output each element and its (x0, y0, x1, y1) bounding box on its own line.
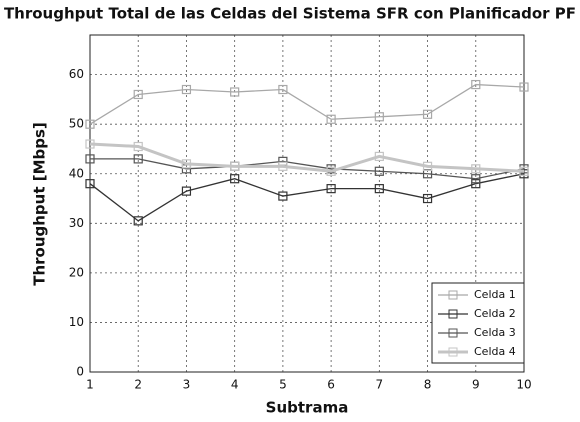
marker (278, 191, 288, 201)
x-tick-label: 3 (183, 378, 191, 392)
marker (519, 82, 529, 92)
legend-label: Celda 1 (474, 288, 516, 301)
x-tick-label: 6 (327, 378, 335, 392)
y-tick-label: 40 (69, 166, 84, 180)
y-axis-label: Throughput [Mbps] (31, 122, 49, 286)
marker (85, 119, 95, 129)
x-tick-label: 7 (376, 378, 384, 392)
marker (471, 164, 481, 174)
marker (230, 87, 240, 97)
legend-marker (448, 328, 458, 338)
marker (374, 166, 384, 176)
legend-marker (448, 309, 458, 319)
x-tick-label: 5 (279, 378, 287, 392)
x-tick-label: 4 (231, 378, 239, 392)
marker (326, 114, 336, 124)
legend-box (431, 282, 525, 364)
marker (181, 84, 192, 95)
y-tick-label: 10 (69, 315, 84, 329)
marker (422, 193, 433, 204)
marker (471, 79, 481, 90)
legend-label: Celda 4 (474, 345, 516, 358)
x-tick-label: 8 (424, 378, 432, 392)
marker (422, 161, 433, 171)
marker (133, 89, 143, 100)
legend-marker (448, 290, 458, 300)
marker (471, 179, 481, 189)
series-line (89, 173, 525, 222)
marker (85, 154, 95, 164)
marker (181, 159, 192, 169)
x-tick-label: 10 (516, 378, 531, 392)
marker (374, 151, 384, 162)
y-tick-label: 20 (69, 265, 84, 279)
legend-label: Celda 3 (474, 326, 516, 339)
marker (422, 109, 433, 119)
marker (85, 179, 95, 189)
plot-frame (89, 34, 525, 373)
marker (133, 141, 143, 152)
marker (374, 184, 384, 194)
x-axis-label: Subtrama (266, 399, 349, 417)
marker (374, 112, 384, 122)
marker (326, 184, 336, 194)
marker (471, 174, 481, 184)
y-tick-label: 0 (76, 365, 84, 379)
y-tick-label: 50 (69, 117, 84, 131)
x-tick-label: 9 (472, 378, 480, 392)
y-tick-label: 60 (69, 67, 84, 81)
chart-title: Throughput Total de las Celdas del Siste… (4, 5, 576, 23)
series-line (89, 83, 525, 125)
y-tick-label: 30 (69, 216, 84, 230)
legend-marker (448, 347, 458, 357)
marker (230, 174, 240, 184)
series-line (89, 142, 525, 173)
series-line (90, 158, 525, 180)
marker (133, 154, 143, 164)
marker (85, 139, 95, 149)
marker (278, 161, 288, 171)
legend-label: Celda 2 (474, 307, 516, 320)
marker (181, 186, 192, 196)
marker (519, 166, 529, 176)
x-tick-label: 1 (86, 378, 94, 392)
marker (133, 216, 143, 226)
marker (278, 84, 288, 95)
marker (326, 166, 336, 176)
x-tick-label: 2 (134, 378, 142, 392)
marker (230, 161, 240, 171)
